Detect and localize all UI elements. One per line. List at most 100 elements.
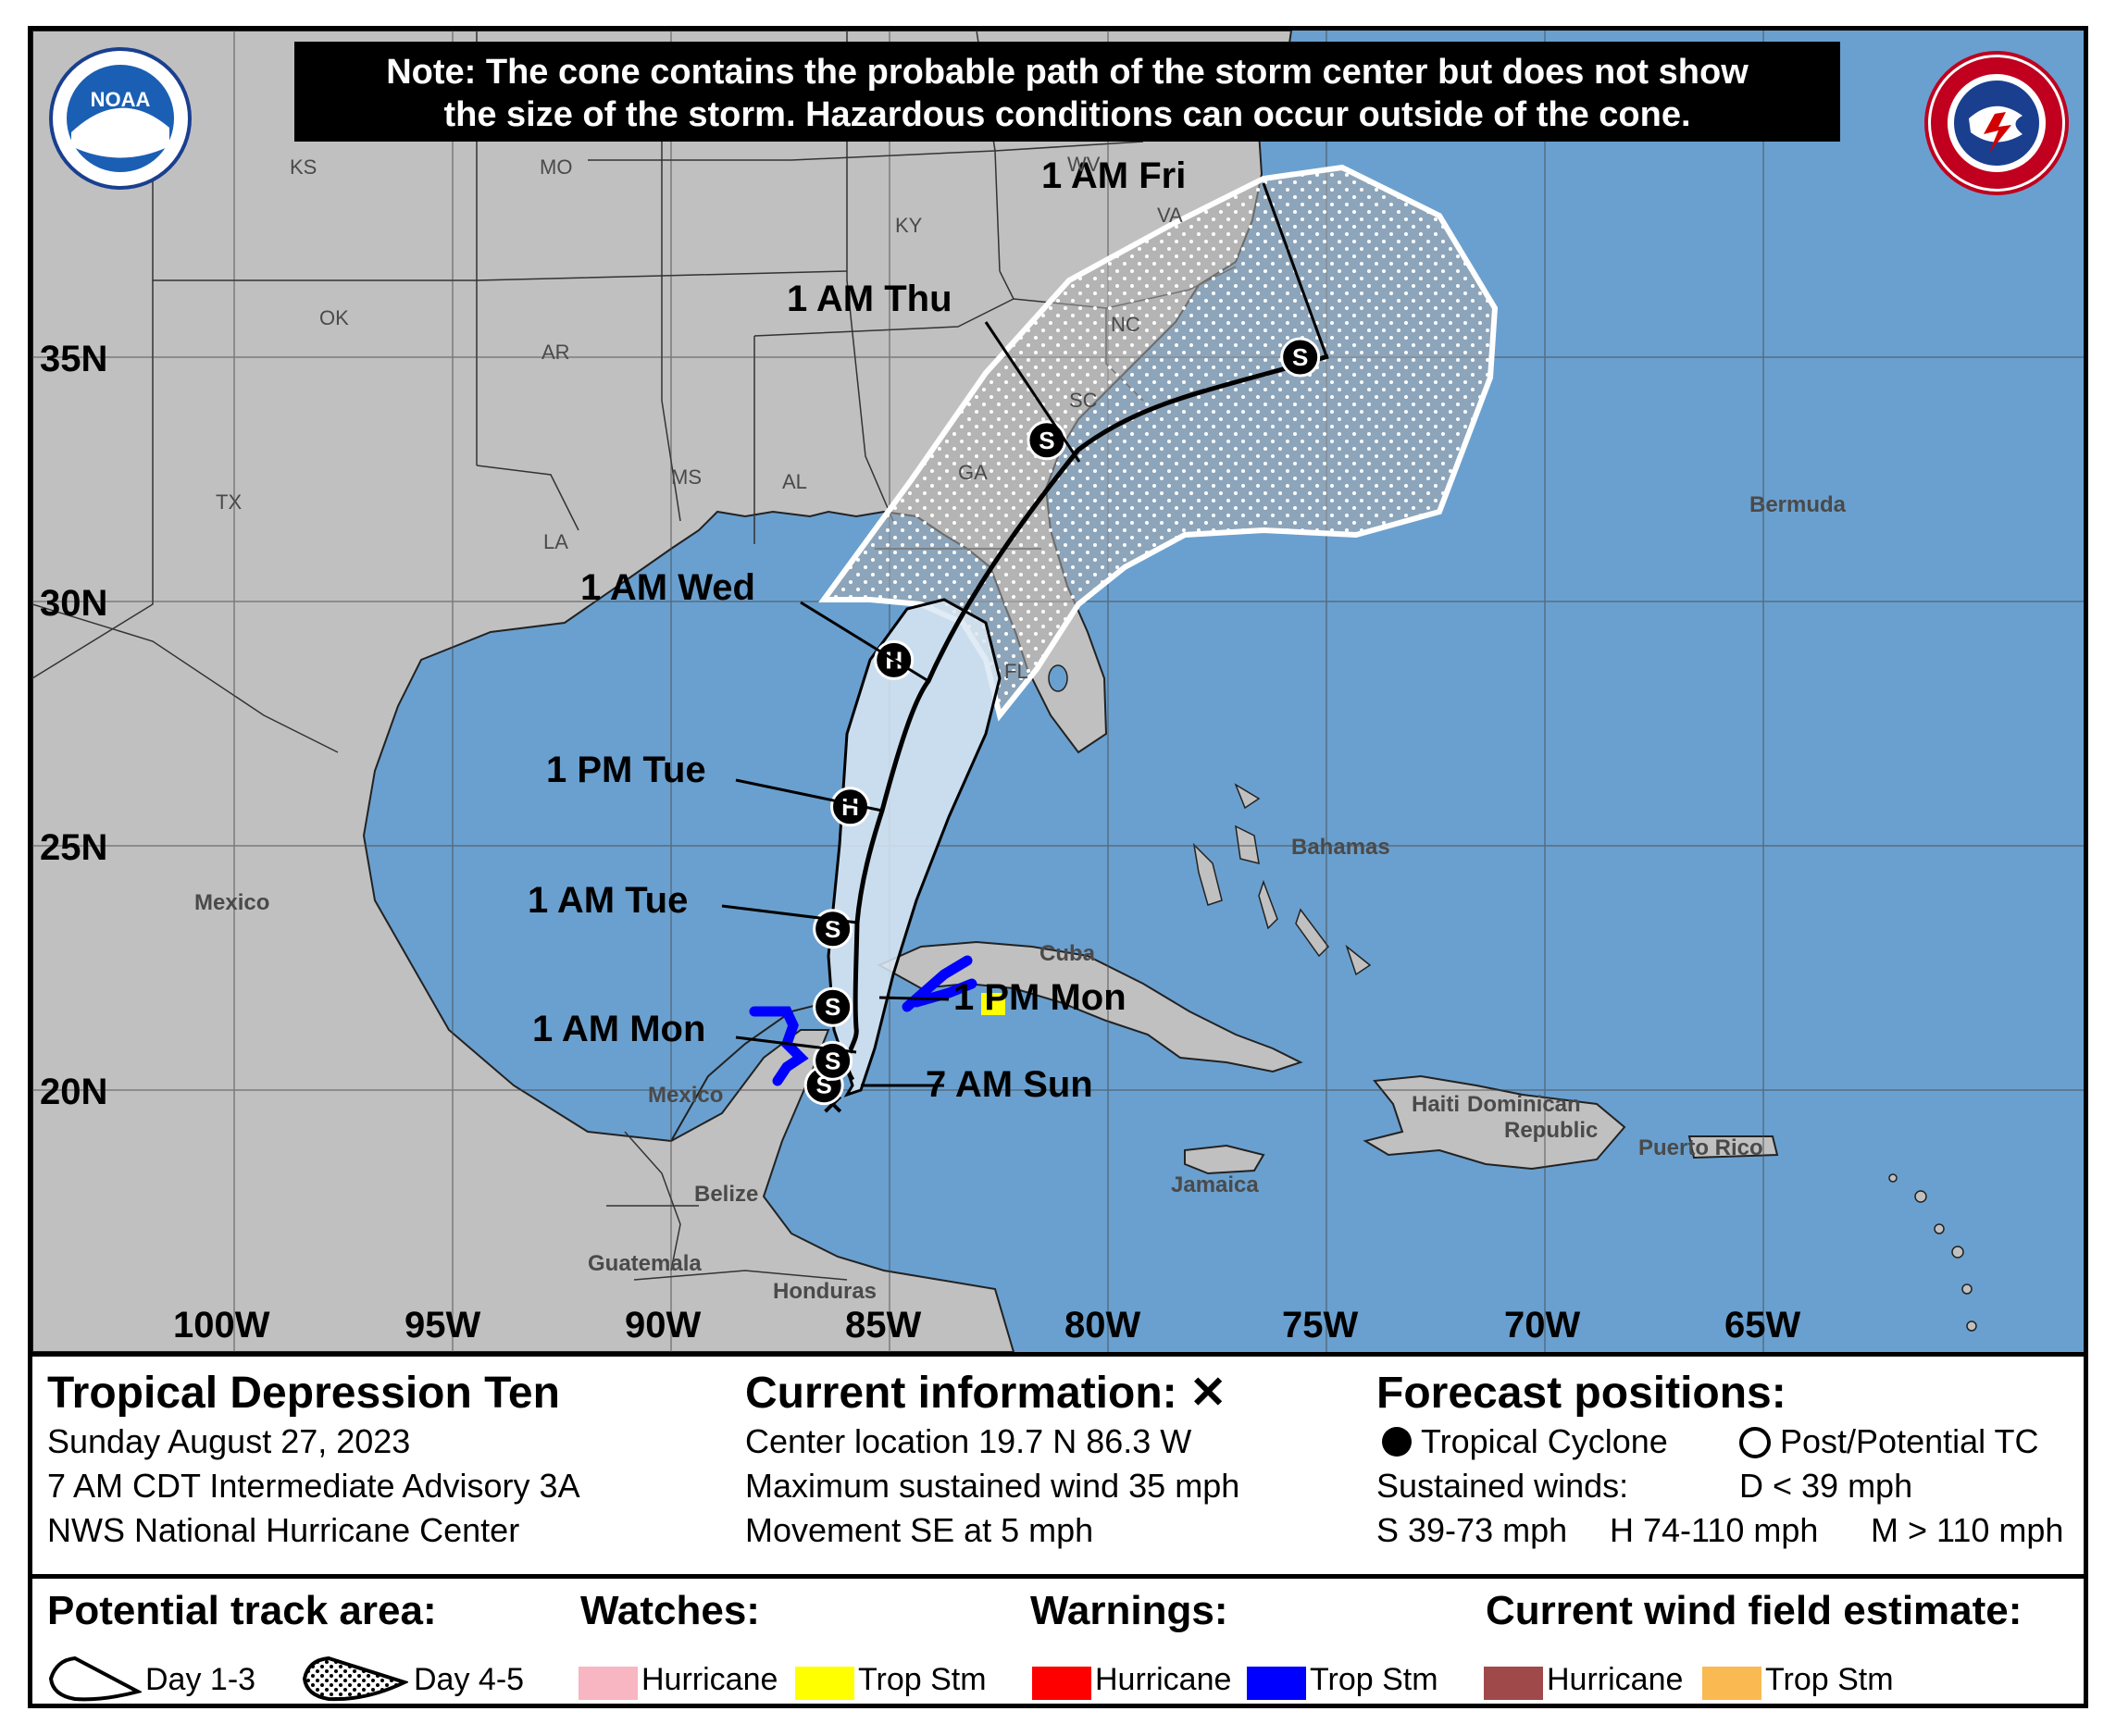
watch-hurricane-label: Hurricane — [641, 1662, 778, 1697]
place-dominican-republic: Dominican Republic — [1467, 1092, 1598, 1143]
forecast-point-circle — [813, 986, 853, 1027]
trop-storm-watch — [981, 993, 1005, 1015]
forecast-positions-heading: Forecast positions: — [1376, 1369, 1786, 1418]
state-ms: MS — [671, 465, 702, 489]
wind-field-heading: Current wind field estimate: — [1486, 1588, 2023, 1633]
place-cuba: Cuba — [1039, 941, 1096, 966]
wind-hurricane-swatch — [1484, 1667, 1543, 1700]
place-mexico-west: Mexico — [194, 890, 269, 915]
land-hispaniola — [1363, 1074, 1626, 1171]
tropical-cyclone-icon — [1382, 1427, 1412, 1457]
forecast-point-s: S — [813, 986, 853, 1027]
forecast-point-letter: S — [825, 915, 840, 943]
nws-logo — [1924, 51, 2069, 195]
issuing-center: NWS National Hurricane Center — [47, 1511, 520, 1549]
place-republic: Republic — [1504, 1118, 1598, 1143]
place-jamaica: Jamaica — [1171, 1172, 1259, 1197]
watch-trop-storm-label: Trop Stm — [858, 1662, 987, 1697]
post-tc-label: Post/Potential TC — [1780, 1422, 2039, 1460]
state-ok: OK — [319, 306, 349, 329]
watch-hurricane-swatch — [579, 1667, 638, 1700]
forecast-point-s: S — [813, 909, 853, 949]
legend-panel: Potential track area: Day 1-3 Day 4-5 Wa… — [32, 1574, 2084, 1704]
lat-labels: 35N 30N 25N 20N — [40, 339, 107, 1112]
warnings-heading: Warnings: — [1030, 1588, 1228, 1633]
state-labels: KS MO KY WV VA OK AR NC SC TX MS AL GA L… — [216, 153, 1183, 683]
warning-hurricane-label: Hurricane — [1095, 1662, 1232, 1697]
graphic-frame: ✕SSSSHHSS 1 AM Fri 1 AM Thu 1 AM Wed 1 P… — [28, 26, 2088, 1708]
lon-label: 85W — [845, 1305, 921, 1345]
forecast-key: Forecast positions: Tropical Cyclone Pos… — [1376, 1368, 2080, 1553]
current-info-heading: Current information: ✕ — [745, 1369, 1227, 1418]
label-1pm-tue: 1 PM Tue — [546, 750, 706, 790]
place-puerto-rico: Puerto Rico — [1638, 1135, 1763, 1160]
forecast-point-s: S — [1280, 337, 1321, 378]
major-hurricane-category: M > 110 mph — [1871, 1511, 2064, 1549]
note-line-2: the size of the storm. Hazardous conditi… — [443, 95, 1690, 134]
note-line-1: Note: The cone contains the probable pat… — [386, 53, 1749, 92]
label-1am-tue: 1 AM Tue — [528, 880, 688, 921]
cone-day-1-3 — [827, 598, 1002, 1097]
forecast-map: ✕SSSSHHSS 1 AM Fri 1 AM Thu 1 AM Wed 1 P… — [32, 31, 2084, 1352]
forecast-point-letter: S — [1292, 343, 1308, 371]
warning-trop-storm-swatch — [1247, 1667, 1306, 1700]
sustained-row: Sustained winds: D < 39 mph — [1376, 1464, 2080, 1508]
info-panel: Tropical Depression Ten Sunday August 27… — [32, 1352, 2084, 1574]
lat-label: 20N — [40, 1072, 107, 1112]
day-1-3-icon — [48, 1655, 142, 1702]
advisory-label: 7 AM CDT Intermediate Advisory 3A — [47, 1467, 580, 1505]
state-ks: KS — [290, 155, 317, 179]
land-bahamas — [1192, 783, 1372, 976]
storm-date: Sunday August 27, 2023 — [47, 1422, 411, 1460]
land-cuba — [877, 940, 1303, 1073]
forecast-point-h: H — [830, 787, 871, 827]
forecast-point-circle — [1280, 337, 1321, 378]
lat-label: 25N — [40, 827, 107, 868]
label-1pm-mon: 1 PM Mon — [953, 977, 1126, 1018]
wind-trop-storm-label: Trop Stm — [1765, 1662, 1894, 1697]
lon-label: 90W — [625, 1305, 701, 1345]
day-4-5-label: Day 4-5 — [414, 1662, 525, 1697]
hurricane-category: H 74-110 mph — [1610, 1511, 1819, 1549]
watch-trop-storm-swatch — [795, 1667, 854, 1700]
forecast-point-letter: S — [825, 993, 840, 1021]
storm-category: S 39-73 mph — [1376, 1511, 1568, 1549]
lon-label: 100W — [173, 1305, 270, 1345]
storm-info: Tropical Depression Ten Sunday August 27… — [47, 1368, 580, 1553]
callout-lines — [721, 182, 1328, 1087]
max-wind: Maximum sustained wind 35 mph — [745, 1467, 1240, 1505]
cone-day-4-5-dots — [824, 167, 1495, 715]
place-dominican: Dominican — [1467, 1092, 1581, 1117]
state-nc: NC — [1111, 313, 1140, 336]
forecast-point-s: S — [1027, 420, 1067, 461]
lon-label: 80W — [1064, 1305, 1140, 1345]
forecast-track — [844, 353, 1329, 1082]
lat-label: 35N — [40, 339, 107, 379]
current-info: Current information: ✕ Center location 1… — [745, 1368, 1239, 1553]
depression-category: D < 39 mph — [1739, 1467, 1913, 1505]
state-fl: FL — [1004, 660, 1028, 683]
note-banner — [294, 42, 1840, 142]
place-haiti: Haiti — [1412, 1092, 1460, 1117]
storm-name: Tropical Depression Ten — [47, 1369, 560, 1418]
categories-row: S 39-73 mph H 74-110 mph M > 110 mph — [1376, 1508, 2080, 1553]
forecast-point-letter: S — [1039, 427, 1054, 454]
place-bermuda: Bermuda — [1749, 492, 1847, 517]
land-puerto-rico — [1687, 1135, 1779, 1159]
state-va: VA — [1157, 204, 1183, 227]
warning-hurricane-swatch — [1032, 1667, 1091, 1700]
lon-label: 65W — [1724, 1305, 1800, 1345]
movement: Movement SE at 5 mph — [745, 1511, 1094, 1549]
lesser-antilles — [1888, 1173, 1977, 1332]
place-bahamas: Bahamas — [1291, 835, 1390, 860]
yucatan-coast — [670, 1001, 829, 1142]
wind-trop-storm-swatch — [1702, 1667, 1761, 1700]
label-1am-fri: 1 AM Fri — [1041, 155, 1186, 196]
state-tx: TX — [216, 490, 242, 514]
lon-label: 75W — [1282, 1305, 1358, 1345]
watches-heading: Watches: — [580, 1588, 760, 1633]
tropical-cyclone-label: Tropical Cyclone — [1421, 1422, 1668, 1460]
svg-text:NOAA: NOAA — [91, 88, 151, 111]
label-1am-mon: 1 AM Mon — [532, 1009, 705, 1049]
state-ga: GA — [958, 461, 988, 484]
